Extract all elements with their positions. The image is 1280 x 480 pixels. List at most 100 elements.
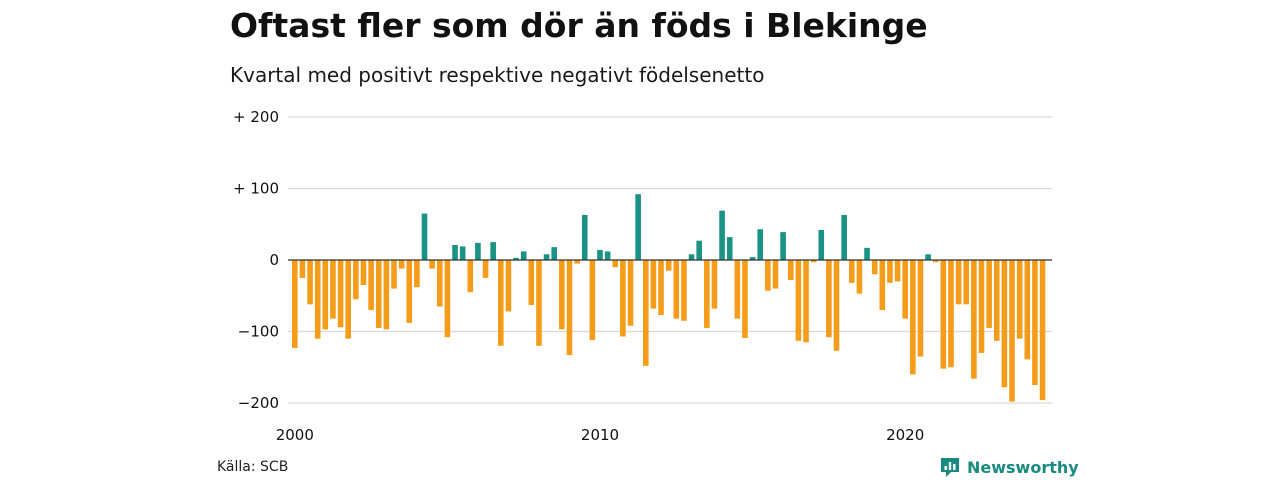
bar [292, 260, 298, 348]
bar [826, 260, 832, 338]
bar [566, 260, 573, 356]
bar [986, 260, 992, 328]
bar [353, 260, 359, 300]
bar [673, 260, 680, 319]
bar [612, 260, 619, 268]
bar [414, 260, 420, 288]
bar [642, 260, 649, 366]
bar [864, 247, 870, 260]
bar [841, 214, 847, 260]
bar [856, 260, 863, 294]
bar [383, 260, 390, 330]
bar [681, 260, 687, 321]
bar [581, 214, 588, 260]
bar [978, 260, 985, 353]
bar [551, 247, 558, 260]
bar [932, 260, 939, 263]
bar [345, 260, 352, 339]
bar [1009, 260, 1015, 402]
bar [498, 260, 504, 346]
bar [780, 232, 786, 260]
bar [337, 260, 344, 328]
bar [719, 210, 725, 260]
bar [536, 260, 542, 346]
bar [757, 229, 764, 260]
bar [368, 260, 374, 311]
bar [307, 260, 313, 305]
bar [360, 260, 367, 286]
bar [665, 260, 672, 271]
bar [688, 254, 695, 260]
bar [436, 260, 443, 307]
bar [910, 260, 916, 375]
y-tick-label: 0 [269, 251, 279, 269]
bar [772, 260, 779, 289]
bar [940, 260, 947, 369]
bar [459, 246, 466, 260]
y-tick-label: −100 [238, 323, 279, 341]
source-note: Källa: SCB [217, 459, 289, 475]
bar [787, 260, 794, 281]
bar [505, 260, 512, 312]
bar [948, 260, 954, 368]
bar [475, 242, 481, 260]
bar [299, 260, 306, 278]
bar [635, 194, 641, 260]
bar [467, 260, 474, 293]
bar [993, 260, 1000, 341]
bar [818, 229, 825, 260]
bar [871, 260, 878, 275]
bar [620, 260, 626, 337]
bar [1032, 260, 1038, 386]
bar [490, 242, 496, 261]
y-tick-label: + 200 [233, 108, 279, 126]
bar [1024, 260, 1031, 360]
bar [704, 260, 710, 328]
x-tick-label: 2000 [276, 426, 314, 444]
x-tick-label: 2020 [886, 426, 924, 444]
chart-subtitle: Kvartal med positivt respektive negativt… [230, 63, 765, 87]
bar [452, 244, 458, 260]
bar [597, 249, 603, 260]
bar [1039, 260, 1046, 401]
bar [650, 260, 657, 309]
bar [589, 260, 596, 341]
bar [322, 260, 329, 330]
bar [421, 213, 428, 260]
bar [803, 260, 809, 343]
bar [398, 260, 405, 269]
brand-logo: Newsworthy [939, 456, 1079, 478]
bar [1001, 260, 1008, 388]
grid-lines [288, 116, 1052, 404]
bar [879, 260, 886, 311]
bar [963, 260, 970, 305]
bar [833, 260, 840, 351]
brand-name: Newsworthy [967, 457, 1079, 477]
bar [444, 260, 451, 338]
bar [955, 260, 962, 305]
bar [887, 260, 893, 283]
bar [482, 260, 489, 278]
bar [971, 260, 977, 379]
bar [627, 260, 634, 326]
bar [658, 260, 664, 316]
bar [604, 251, 611, 260]
bar [406, 260, 413, 323]
bar [696, 240, 702, 260]
bar [711, 260, 718, 309]
chart-title: Oftast fler som dör än föds i Blekinge [230, 6, 928, 45]
bar [810, 260, 817, 263]
bar [1016, 260, 1023, 339]
bar [749, 257, 756, 260]
y-tick-label: + 100 [233, 180, 279, 198]
bar [917, 260, 924, 357]
bar [513, 257, 519, 260]
newsworthy-logo-icon [941, 458, 959, 477]
bar [894, 260, 901, 282]
y-tick-label: −200 [238, 394, 279, 412]
bar [559, 260, 565, 330]
bar [528, 260, 535, 306]
bar [795, 260, 802, 341]
bar [925, 254, 931, 260]
